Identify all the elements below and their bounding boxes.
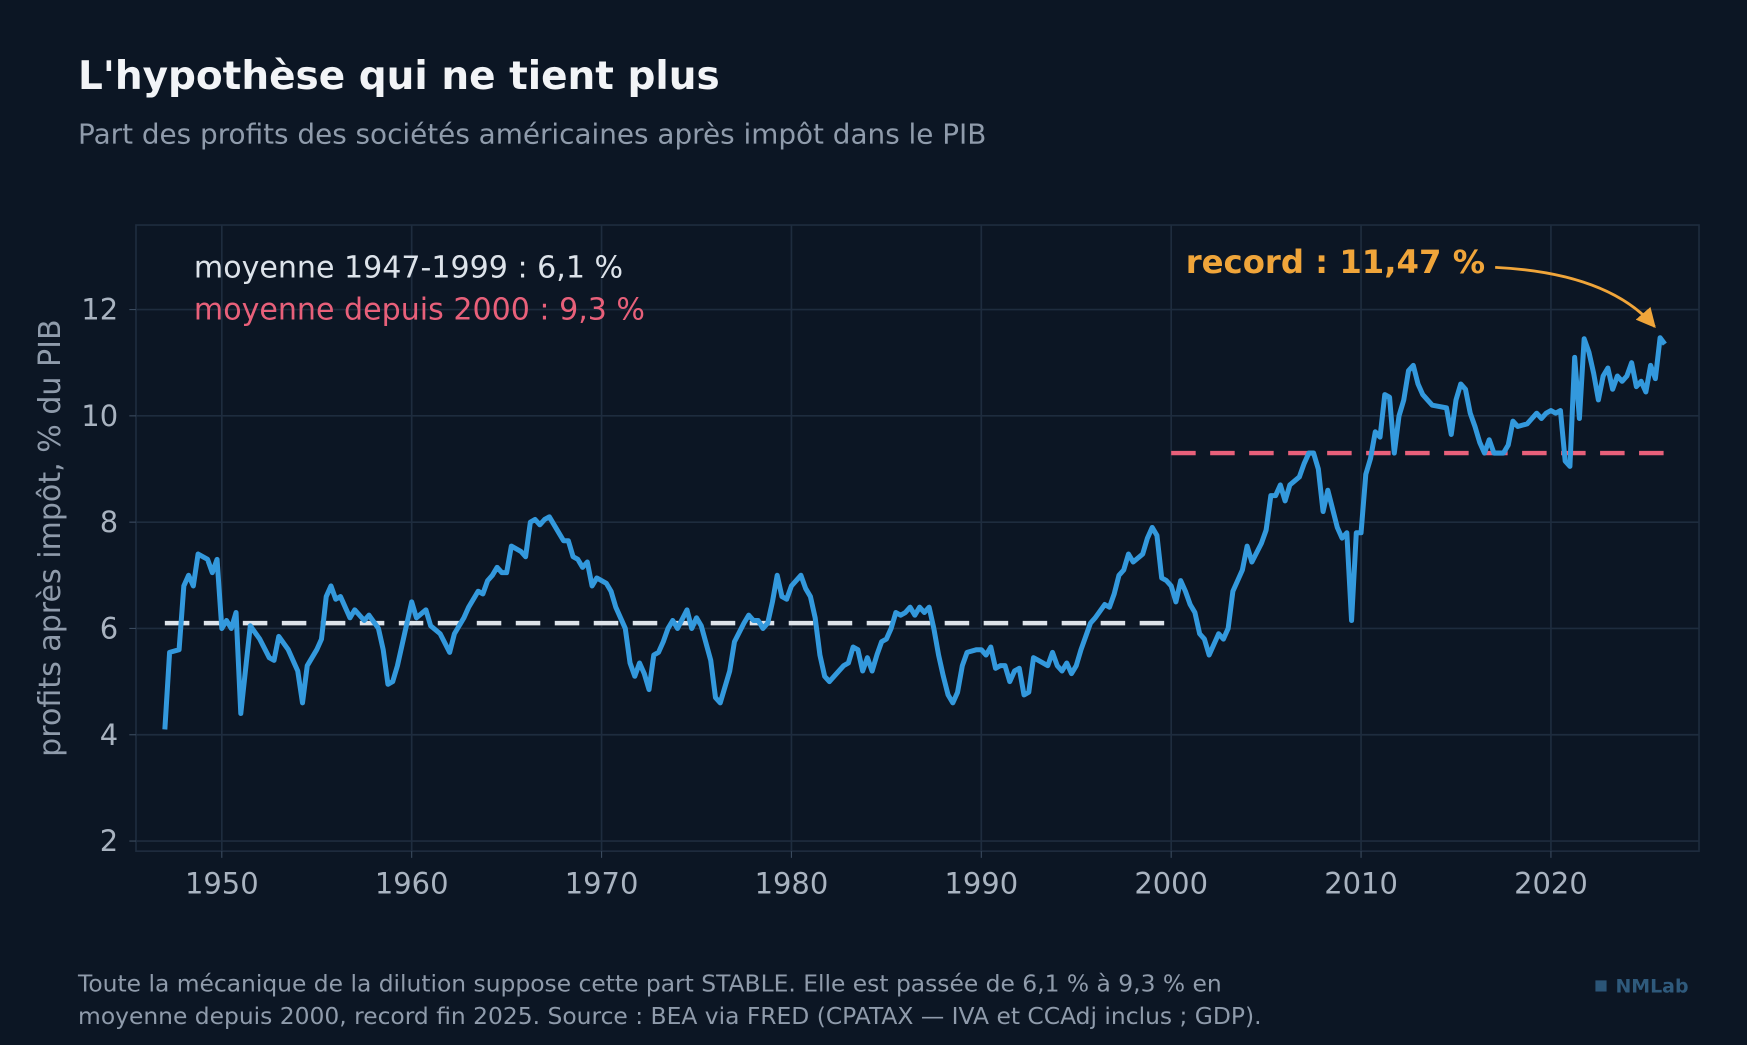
x-tick-label: 1990	[944, 866, 1018, 900]
annotation-arrow	[1495, 265, 1656, 329]
y-tick-label: 10	[81, 399, 118, 433]
footnote: Toute la mécanique de la dilution suppos…	[77, 970, 1222, 998]
data-line	[162, 335, 1667, 730]
footnote: moyenne depuis 2000, record fin 2025. So…	[78, 1002, 1262, 1030]
brand-icon	[1595, 980, 1607, 992]
x-tick-label: 2010	[1324, 866, 1398, 900]
y-tick-label: 6	[100, 611, 118, 645]
chart-title: L'hypothèse qui ne tient plus	[78, 54, 720, 99]
x-tick-label: 1980	[755, 866, 829, 900]
mean-label: moyenne depuis 2000 : 9,3 %	[194, 293, 645, 328]
x-tick-label: 2020	[1514, 866, 1588, 900]
chart-subtitle: Part des profits des sociétés américaine…	[78, 118, 986, 151]
y-tick-label: 8	[100, 505, 118, 539]
x-tick-label: 1960	[375, 866, 449, 900]
y-tick-label: 2	[100, 824, 118, 858]
record-annotation: record : 11,47 %	[1186, 243, 1485, 281]
x-tick-label: 2000	[1134, 866, 1208, 900]
y-tick-label: 12	[81, 293, 118, 327]
mean-label: moyenne 1947-1999 : 6,1 %	[194, 250, 623, 285]
plot-frame	[135, 224, 1700, 852]
y-tick-label: 4	[100, 718, 118, 752]
y-axis-label: profits après impôt, % du PIB	[33, 319, 68, 756]
x-tick-label: 1950	[185, 866, 259, 900]
x-tick-label: 1970	[565, 866, 639, 900]
brand: NMLab	[1615, 976, 1688, 998]
